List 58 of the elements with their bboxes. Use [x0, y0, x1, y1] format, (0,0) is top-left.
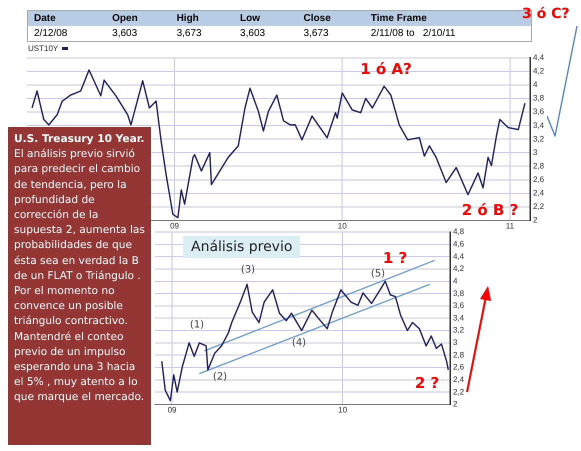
y-tick-label: 4,8 [453, 227, 465, 236]
y-tick-label: 2,6 [533, 174, 545, 184]
y-tick-label: 3,2 [533, 134, 545, 144]
x-tick-label: 10 [338, 221, 348, 230]
text-panel: U.S. Treasury 10 Year. El análisis previo sirvió para predecir el cambio de tendencia, pero la profundidad de corrección de la supuesta 2, aumenta las probabilidades de que ésta sea en verdad la B de un FLAT o Triángulo . Por el momento no convence un posible triángulo contractivo. Mantendré el conteo previo de un impulso esperando una 3 hacia el 5% , muy atento a lo que marque el mercado. [8, 127, 151, 445]
y-tick-label: 2,4 [453, 374, 465, 384]
text: 3,673 [176, 27, 203, 41]
y-tick-label: 4 [533, 80, 538, 90]
text: Análisis previo [183, 236, 300, 258]
x-tick-label: 09 [168, 405, 178, 414]
annotation: 1 ? [382, 249, 408, 267]
annotation: (2) [212, 372, 228, 382]
y-tick-label: 2,4 [533, 188, 545, 198]
annotation: (5) [370, 268, 386, 280]
y-tick-label: 4 [453, 276, 458, 286]
x-tick-label: 09 [170, 221, 180, 230]
y-tick-label: 3 [533, 148, 538, 157]
legend-label: UST10Y [28, 44, 58, 53]
text: 3,603 [239, 27, 266, 41]
text: Low [234, 10, 298, 26]
y-tick-label: 2,6 [453, 362, 465, 372]
y-tick-label: 4,6 [453, 240, 465, 249]
y-tick-label: 4,4 [453, 252, 465, 261]
y-tick-label: 3,6 [453, 301, 465, 310]
text: Close [298, 10, 365, 26]
y-tick-label: 2,8 [453, 350, 465, 360]
y-tick-label: 3,8 [533, 94, 545, 103]
annotation: (4) [292, 338, 306, 348]
y-tick-label: 3,4 [533, 120, 545, 130]
y-tick-label: 2,8 [533, 161, 545, 170]
annotation: (3) [240, 264, 256, 276]
y-tick-label: 3 [453, 338, 458, 348]
annotation: (1) [190, 320, 204, 330]
text: Time Frame [370, 13, 427, 24]
text: 2/11/08 to 2/10/11 [370, 27, 456, 41]
text: Date [28, 10, 106, 26]
y-tick-label: 4,2 [533, 66, 545, 76]
annotation: 2 ó B ? [462, 201, 518, 219]
annotation: 2 ? [414, 374, 440, 392]
text: 3 ó C? [522, 6, 570, 22]
y-tick-label: 3,2 [453, 326, 465, 335]
y-tick-label: 4,2 [453, 264, 465, 274]
annotation: 1 ó A? [360, 60, 412, 78]
text: 3,603 [111, 27, 138, 41]
text: 2/12/08 [33, 27, 68, 41]
text: High [170, 10, 234, 26]
x-tick-label: 10 [338, 405, 348, 414]
y-tick-label: 2,2 [453, 387, 465, 396]
y-tick-label: 4,4 [533, 53, 545, 62]
text: Open [106, 10, 171, 26]
y-tick-label: 2 [533, 216, 538, 225]
x-tick-label: 11 [506, 221, 515, 230]
y-tick-label: 3,8 [453, 288, 465, 298]
y-tick-label: 3,6 [533, 107, 545, 116]
y-tick-label: 2 [453, 400, 458, 409]
text: 3,673 [302, 27, 330, 41]
y-tick-label: 3,4 [453, 313, 465, 322]
y-tick-label: 2,2 [533, 202, 545, 212]
